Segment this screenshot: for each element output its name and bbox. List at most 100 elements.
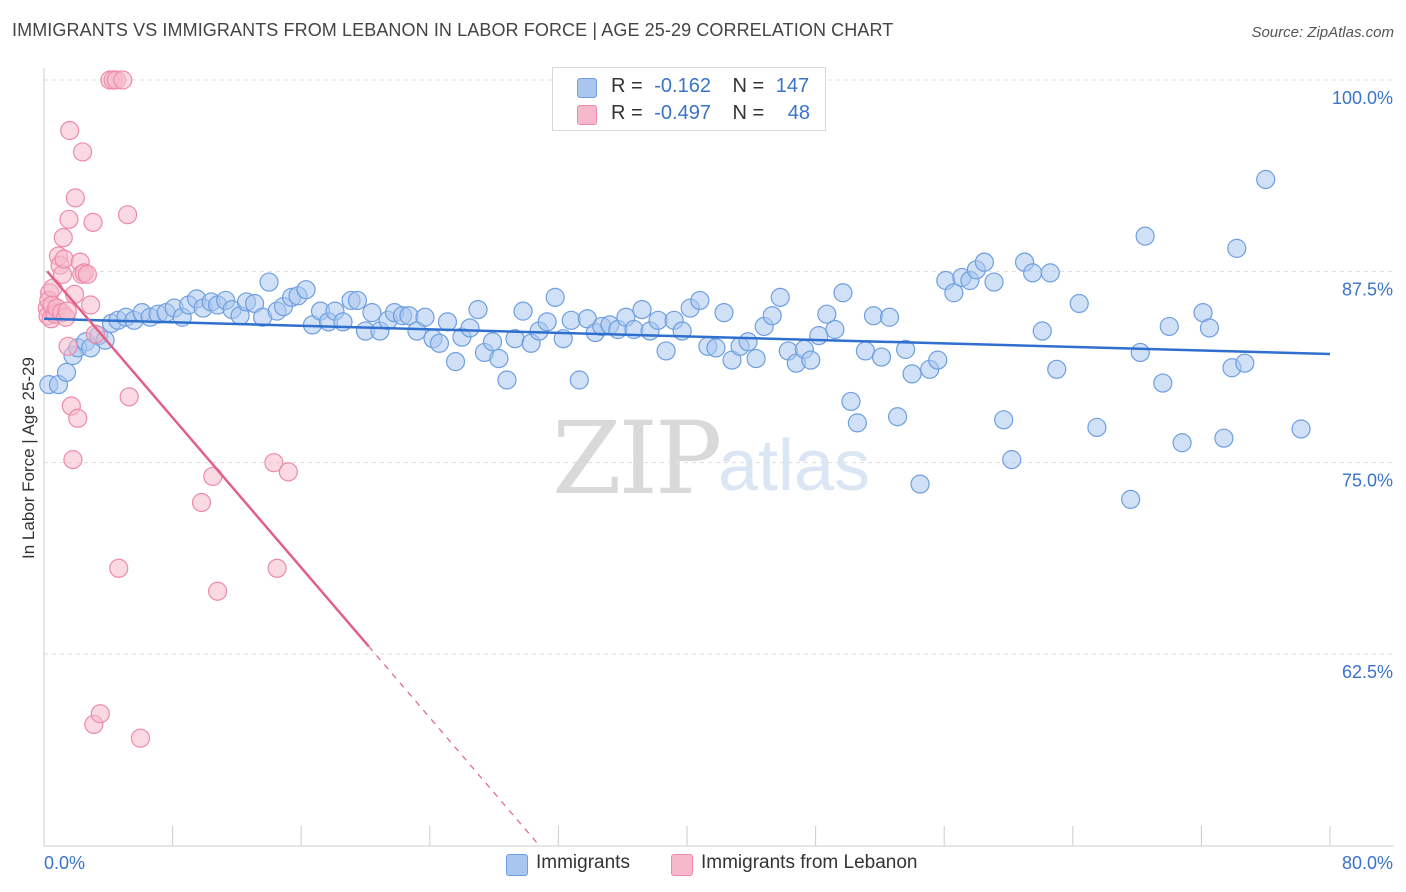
legend-swatch-lebanon bbox=[671, 854, 693, 876]
point-immigrants bbox=[497, 370, 517, 390]
y-tick-label: 87.5% bbox=[1342, 279, 1393, 299]
point-lebanon bbox=[60, 120, 80, 141]
point-lebanon bbox=[53, 228, 73, 248]
point-immigrants bbox=[1199, 318, 1220, 338]
point-lebanon bbox=[130, 728, 151, 748]
point-lebanon bbox=[191, 492, 212, 513]
point-immigrants bbox=[817, 304, 837, 324]
trend-line-lebanon-extension bbox=[368, 645, 540, 846]
point-immigrants bbox=[833, 283, 853, 303]
point-immigrants bbox=[887, 407, 908, 427]
watermark-zip: ZIP bbox=[552, 400, 722, 517]
point-immigrants bbox=[910, 474, 930, 494]
tick-labels: 62.5% 75.0% 87.5% 100.0% 0.0% 80.0% bbox=[44, 88, 1393, 873]
legend-n-label: N = bbox=[732, 75, 765, 97]
point-immigrants bbox=[770, 287, 790, 307]
point-immigrants bbox=[896, 339, 916, 359]
point-immigrants bbox=[825, 319, 845, 340]
legend-r-label: R = bbox=[611, 102, 643, 124]
point-immigrants bbox=[944, 283, 964, 303]
point-immigrants bbox=[429, 333, 450, 353]
point-immigrants bbox=[1256, 169, 1276, 190]
gridlines bbox=[44, 79, 1394, 655]
point-immigrants bbox=[855, 341, 876, 361]
point-immigrants bbox=[1291, 419, 1311, 439]
point-lebanon bbox=[267, 558, 287, 578]
point-immigrants bbox=[561, 310, 581, 330]
point-immigrants bbox=[468, 300, 488, 320]
point-immigrants bbox=[1002, 450, 1022, 470]
point-immigrants bbox=[296, 280, 316, 300]
point-immigrants bbox=[1069, 293, 1089, 314]
point-immigrants bbox=[1032, 321, 1052, 341]
point-immigrants bbox=[513, 301, 533, 321]
point-immigrants bbox=[347, 290, 368, 311]
point-immigrants bbox=[871, 347, 892, 367]
legend-label-lebanon: Immigrants from Lebanon bbox=[701, 852, 918, 873]
point-lebanon bbox=[264, 453, 284, 473]
y-tick-label: 75.0% bbox=[1342, 471, 1393, 491]
point-immigrants bbox=[974, 252, 994, 272]
point-immigrants bbox=[569, 370, 589, 390]
correlation-legend: R = -0.162 N = 147 R = -0.497 N = 48 bbox=[552, 67, 826, 131]
point-immigrants bbox=[1153, 373, 1173, 393]
point-immigrants bbox=[545, 287, 565, 307]
point-immigrants bbox=[1214, 428, 1234, 448]
point-immigrants bbox=[1159, 316, 1179, 337]
point-immigrants bbox=[259, 272, 279, 292]
point-lebanon bbox=[109, 558, 129, 578]
point-immigrants bbox=[706, 338, 726, 358]
trend-line-immigrants bbox=[43, 317, 1331, 356]
point-immigrants bbox=[902, 364, 922, 384]
point-immigrants bbox=[1227, 238, 1247, 258]
point-lebanon bbox=[81, 295, 101, 315]
point-immigrants bbox=[482, 332, 503, 352]
point-immigrants bbox=[928, 350, 948, 370]
watermark-atlas: atlas bbox=[718, 426, 871, 506]
series-lebanon bbox=[37, 70, 298, 748]
y-axis-label: In Labor Force | Age 25-29 bbox=[19, 357, 38, 559]
legend-n-value: 48 bbox=[787, 102, 811, 124]
point-immigrants bbox=[847, 413, 867, 433]
point-lebanon bbox=[63, 450, 83, 470]
legend-label-immigrants: Immigrants bbox=[536, 852, 630, 873]
point-lebanon bbox=[85, 324, 106, 344]
point-immigrants bbox=[1047, 359, 1067, 379]
legend-swatch-immigrants bbox=[577, 78, 597, 98]
point-lebanon bbox=[58, 336, 78, 356]
point-lebanon bbox=[278, 462, 298, 482]
point-lebanon bbox=[90, 704, 110, 724]
point-immigrants bbox=[489, 348, 509, 369]
point-immigrants bbox=[632, 300, 652, 320]
point-immigrants bbox=[1172, 433, 1192, 453]
point-immigrants bbox=[362, 303, 382, 323]
point-immigrants bbox=[746, 348, 766, 369]
point-lebanon bbox=[119, 387, 139, 407]
x-tick-label: 0.0% bbox=[44, 853, 85, 873]
point-immigrants bbox=[1235, 353, 1255, 373]
y-tick-label: 100.0% bbox=[1332, 88, 1393, 108]
legend-r-value: -0.162 bbox=[654, 75, 711, 97]
point-immigrants bbox=[714, 303, 734, 323]
x-tick-label: 80.0% bbox=[1342, 853, 1393, 873]
point-immigrants bbox=[648, 310, 668, 330]
point-immigrants bbox=[690, 290, 710, 311]
point-immigrants bbox=[801, 350, 821, 370]
point-lebanon bbox=[54, 249, 74, 269]
legend-r-label: R = bbox=[611, 75, 643, 97]
point-immigrants bbox=[445, 352, 466, 372]
legend-r-value: -0.497 bbox=[654, 102, 711, 124]
point-immigrants bbox=[1040, 263, 1060, 283]
point-immigrants bbox=[841, 391, 861, 412]
point-immigrants bbox=[1135, 226, 1155, 246]
point-immigrants bbox=[879, 307, 900, 327]
point-immigrants bbox=[1121, 489, 1141, 510]
legend-swatch-immigrants bbox=[506, 854, 528, 876]
point-immigrants bbox=[762, 306, 782, 326]
point-immigrants bbox=[863, 306, 884, 326]
legend-swatch-lebanon bbox=[577, 105, 597, 125]
point-lebanon bbox=[117, 205, 138, 225]
point-immigrants bbox=[1130, 342, 1150, 363]
chart-title: IMMIGRANTS VS IMMIGRANTS FROM LEBANON IN… bbox=[12, 20, 894, 40]
